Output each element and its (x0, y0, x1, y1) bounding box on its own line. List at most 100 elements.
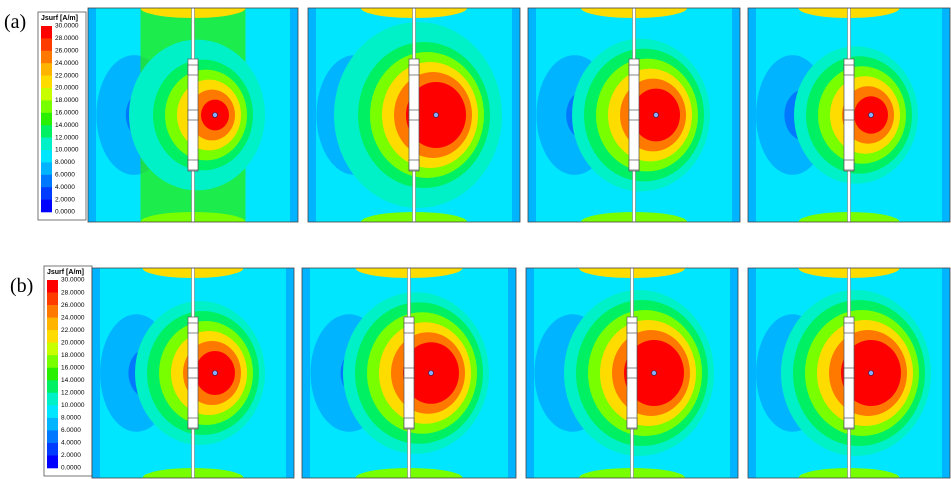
dipole-joint (188, 323, 198, 333)
color-band (41, 187, 52, 200)
dipole-joint (844, 110, 854, 120)
color-band (41, 125, 52, 138)
dipole-joint (844, 368, 854, 378)
dipole-joint (404, 368, 414, 378)
field-plot (748, 258, 950, 479)
legend-label: 18.0000 (61, 352, 85, 359)
color-band (47, 405, 58, 418)
legend-label: 6.0000 (55, 172, 75, 179)
color-band (47, 443, 58, 456)
dipole-joint (188, 368, 198, 378)
field-edge (942, 268, 950, 478)
field-layer (88, 0, 298, 232)
legend-label: 20.0000 (55, 85, 79, 92)
field-layer (528, 0, 740, 232)
legend-label: 2.0000 (61, 452, 81, 459)
legend-label: 22.0000 (55, 72, 79, 79)
field-plot (528, 0, 740, 232)
field-edge (92, 268, 100, 478)
feed-point (869, 371, 874, 376)
field-edge (512, 8, 520, 222)
color-band (47, 393, 58, 406)
dipole-joint (629, 110, 639, 120)
legend-label: 20.0000 (61, 339, 85, 346)
field-edge (942, 8, 950, 222)
field-edge (748, 8, 756, 222)
dipole-joint (844, 160, 854, 170)
color-band (41, 150, 52, 163)
field-plot (308, 0, 520, 232)
feed-point (434, 113, 439, 118)
color-band (41, 51, 52, 64)
legend-label: 14.0000 (61, 377, 85, 384)
field-plot (302, 258, 516, 479)
legend-title: Jsurf [A/m] (47, 269, 84, 276)
legend-label: 12.0000 (55, 134, 79, 141)
legend-label: 26.0000 (55, 48, 79, 55)
panel-label: (b) (10, 275, 33, 297)
color-band (41, 138, 52, 151)
color-band (47, 318, 58, 331)
color-band (47, 455, 58, 468)
color-band (41, 162, 52, 175)
field-layer (308, 0, 520, 232)
dipole-joint (188, 160, 198, 170)
legend-label: 4.0000 (55, 184, 75, 191)
legend-title: Jsurf [A/m] (41, 15, 78, 22)
field-plot (88, 0, 298, 232)
field-plot (92, 258, 294, 479)
color-band (47, 293, 58, 306)
color-band (41, 38, 52, 51)
field-edge (290, 8, 298, 222)
color-band (41, 100, 52, 113)
dipole-joint (188, 65, 198, 75)
field-layer (748, 0, 950, 232)
legend-label: 12.0000 (61, 390, 85, 397)
color-band (47, 430, 58, 443)
dipole-joint (188, 418, 198, 428)
legend-label: 8.0000 (55, 159, 75, 166)
feed-point (213, 371, 218, 376)
color-band (41, 63, 52, 76)
field-edge (308, 8, 316, 222)
field-edge (88, 8, 96, 222)
field-edge (528, 8, 536, 222)
dipole-joint (627, 323, 637, 333)
dipole-joint (409, 110, 419, 120)
legend-label: 0.0000 (61, 465, 81, 472)
field-edge (508, 268, 516, 478)
dipole-joint (629, 160, 639, 170)
dipole-joint (409, 160, 419, 170)
legend-label: 24.0000 (61, 314, 85, 321)
color-band (47, 380, 58, 393)
color-band (47, 343, 58, 356)
feed-point (869, 113, 874, 118)
field-edge (286, 268, 294, 478)
dipole-joint (627, 418, 637, 428)
color-band (41, 200, 52, 213)
color-band (41, 76, 52, 89)
color-band (41, 26, 52, 39)
legend-label: 18.0000 (55, 97, 79, 104)
legend-label: 24.0000 (55, 60, 79, 67)
field-plot (748, 0, 950, 232)
legend-label: 4.0000 (61, 440, 81, 447)
feed-point (213, 113, 218, 118)
color-band (47, 280, 58, 293)
panel-label: (a) (4, 11, 26, 33)
dipole-joint (404, 418, 414, 428)
field-edge (748, 268, 756, 478)
legend-label: 30.0000 (61, 277, 85, 284)
field-edge (302, 268, 310, 478)
legend-label: 14.0000 (55, 122, 79, 129)
field-edge (732, 8, 740, 222)
legend-label: 16.0000 (61, 364, 85, 371)
field-layer (302, 258, 516, 479)
dipole-joint (629, 65, 639, 75)
field-edge (730, 268, 738, 478)
legend-label: 10.0000 (55, 147, 79, 154)
color-band (47, 418, 58, 431)
color-band (41, 175, 52, 188)
color-band (47, 368, 58, 381)
legend-label: 0.0000 (55, 209, 75, 216)
